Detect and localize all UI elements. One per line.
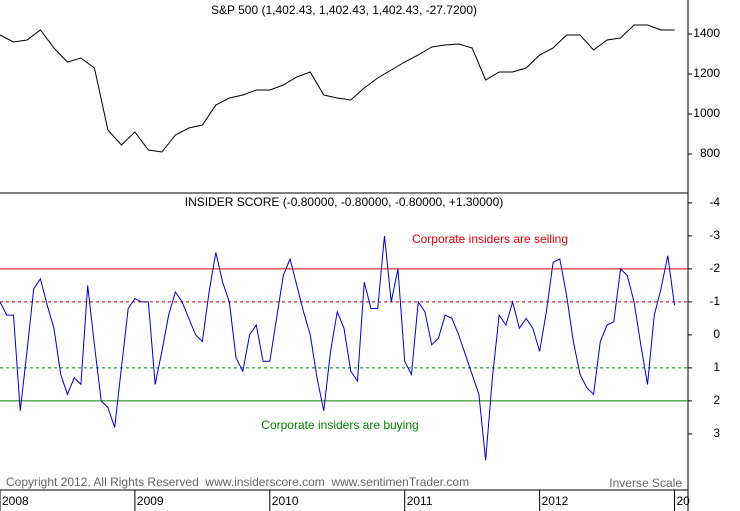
annotation: Corporate insiders are selling [412,232,568,246]
data-line [0,235,676,461]
x-tick-label: 2010 [272,494,299,508]
panel-title: S&P 500 (1,402.43, 1,402.43, 1,402.43, -… [211,3,477,17]
footer: Copyright 2012, All Rights Reserved www.… [6,475,469,489]
scale-note: Inverse Scale [609,476,682,490]
annotation: Corporate insiders are buying [261,418,418,432]
y-tick-label: 1400 [693,26,720,40]
y-tick-label: 2 [713,393,720,407]
panel-title: INSIDER SCORE (-0.80000, -0.80000, -0.80… [185,195,504,209]
x-tick-label: 20 [677,494,691,508]
x-tick-label: 2008 [2,494,29,508]
y-tick-label: -2 [709,261,720,275]
x-tick-label: 2011 [407,494,433,508]
y-tick-label: 3 [713,426,720,440]
y-tick-label: -1 [709,294,720,308]
y-tick-label: 1200 [693,66,720,80]
y-tick-label: 1 [713,360,720,374]
x-tick-label: 2009 [137,494,164,508]
y-tick-label: 1000 [693,106,720,120]
y-tick-label: 800 [700,146,720,160]
x-tick-label: 2012 [542,494,569,508]
y-tick-label: -3 [709,228,720,242]
y-tick-label: 0 [713,327,720,341]
y-tick-label: -4 [709,195,720,209]
data-line [0,24,675,153]
